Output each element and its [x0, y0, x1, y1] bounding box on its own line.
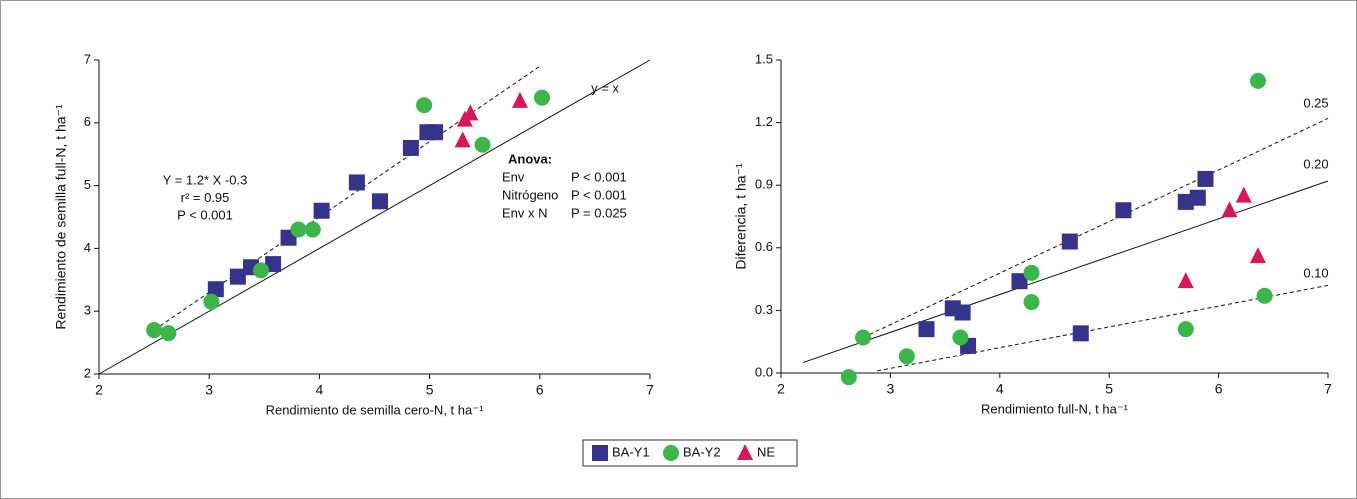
anova-cell: Env x N	[502, 205, 548, 220]
circle-marker	[304, 221, 321, 238]
y-tick-label: 6	[84, 114, 91, 129]
y-tick-label: 0.6	[755, 239, 773, 254]
x-tick-label: 7	[1324, 381, 1332, 397]
square-marker	[918, 321, 935, 338]
y-tick-label: 7	[84, 51, 91, 66]
triangle-marker	[1249, 247, 1266, 264]
square-marker	[229, 268, 246, 285]
anova-title: Anova:	[508, 151, 552, 166]
x-tick-label: 3	[205, 382, 213, 398]
circle-marker	[416, 97, 433, 114]
square-marker	[265, 256, 282, 273]
circle-marker	[898, 348, 915, 365]
circle-marker	[146, 322, 163, 339]
annotation: Y = 1.2* X -0.3	[163, 172, 248, 187]
x-tick-label: 6	[1215, 381, 1223, 397]
anova-cell: Env	[502, 169, 525, 184]
y-tick-label: 5	[84, 177, 91, 192]
circle-marker	[1023, 294, 1040, 311]
y-axis-label: Diferencia, t ha⁻¹	[733, 163, 749, 270]
x-tick-label: 4	[996, 381, 1004, 397]
line-label: 0.10	[1303, 265, 1328, 280]
square-marker	[1011, 273, 1028, 290]
circle-marker	[474, 136, 491, 153]
triangle-marker	[1177, 272, 1194, 289]
x-axis-label: Rendimiento full-N, t ha⁻¹	[981, 401, 1129, 416]
fit-line	[802, 180, 1329, 364]
x-tick-label: 6	[536, 382, 544, 398]
legend-marker	[663, 445, 679, 461]
circle-marker	[1177, 321, 1194, 338]
triangle-marker	[462, 104, 479, 121]
triangle-marker	[454, 131, 471, 148]
x-axis-label: Rendimiento de semilla cero-N, t ha⁻¹	[266, 402, 485, 417]
y-tick-label: 2	[84, 365, 91, 380]
x-tick-label: 5	[426, 382, 434, 398]
x-tick-label: 4	[316, 382, 324, 398]
legend-label: BA-Y2	[683, 444, 721, 459]
square-marker	[372, 193, 389, 210]
circle-marker	[1256, 287, 1273, 304]
square-marker	[1072, 325, 1089, 342]
square-marker	[313, 202, 330, 219]
x-tick-label: 5	[1105, 381, 1113, 397]
y-tick-label: 1.5	[755, 51, 773, 66]
circle-marker	[840, 369, 857, 386]
circle-marker	[952, 329, 969, 346]
square-marker	[1115, 202, 1132, 219]
square-marker	[1189, 189, 1206, 206]
x-tick-label: 7	[646, 382, 654, 398]
line-label: 0.25	[1303, 95, 1328, 110]
triangle-marker	[1235, 186, 1252, 203]
fit-line	[98, 59, 651, 375]
legend-marker	[737, 444, 753, 460]
legend-box	[582, 439, 798, 467]
anova-cell: P < 0.001	[571, 187, 627, 202]
circle-marker	[160, 325, 177, 342]
anova-cell: Nitrógeno	[502, 187, 558, 202]
anova-cell: P = 0.025	[571, 205, 627, 220]
x-tick-label: 2	[777, 381, 785, 397]
square-marker	[1061, 233, 1078, 250]
square-marker	[207, 281, 224, 298]
y-axis-label: Rendimiento de semilla full-N, t ha⁻¹	[53, 104, 69, 330]
y-tick-label: 0.3	[755, 302, 773, 317]
triangle-marker	[511, 91, 528, 108]
circle-marker	[1249, 72, 1266, 89]
legend-marker	[592, 445, 608, 461]
circle-marker	[290, 221, 307, 238]
square-marker	[427, 124, 444, 141]
legend-label: NE	[757, 444, 775, 459]
y-tick-label: 4	[84, 240, 91, 255]
x-tick-label: 3	[887, 381, 895, 397]
annotation: r² = 0.95	[181, 190, 230, 205]
anova-cell: P < 0.001	[571, 169, 627, 184]
square-marker	[1197, 170, 1214, 187]
circle-marker	[252, 262, 269, 279]
line-label: y = x	[591, 80, 619, 95]
legend-label: BA-Y1	[612, 444, 650, 459]
triangle-marker	[1221, 201, 1238, 218]
circle-marker	[1023, 264, 1040, 281]
square-marker	[348, 174, 365, 191]
annotation: P < 0.001	[177, 207, 233, 222]
fit-line	[862, 117, 1329, 338]
y-tick-label: 3	[84, 303, 91, 318]
square-marker	[954, 304, 971, 321]
circle-marker	[855, 329, 872, 346]
y-tick-label: 1.2	[755, 114, 773, 129]
square-marker	[1177, 193, 1194, 210]
circle-marker	[203, 293, 220, 310]
x-tick-label: 2	[95, 382, 103, 398]
square-marker	[402, 139, 419, 156]
y-tick-label: 0.9	[755, 177, 773, 192]
circle-marker	[534, 89, 551, 106]
line-label: 0.20	[1303, 156, 1328, 171]
y-tick-label: 0.0	[755, 364, 773, 379]
